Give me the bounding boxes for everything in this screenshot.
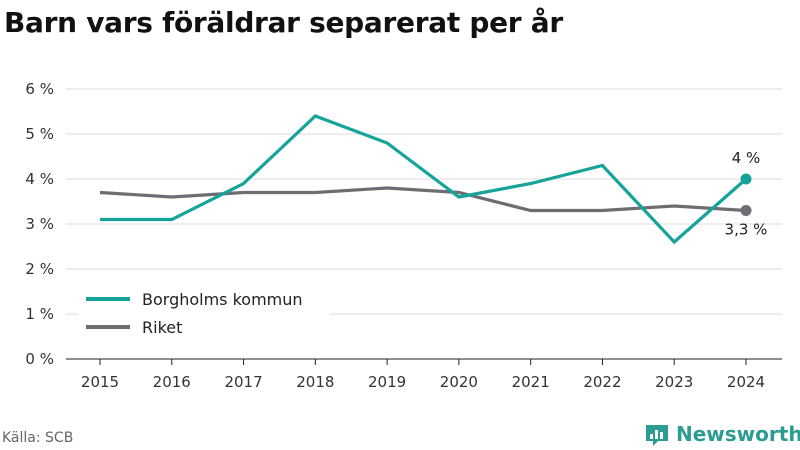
y-tick-label: 4 % xyxy=(25,170,54,188)
legend-label: Riket xyxy=(142,318,182,337)
y-tick-label: 1 % xyxy=(25,305,54,323)
x-tick-label: 2020 xyxy=(440,373,478,391)
gridlines xyxy=(66,88,782,315)
x-tick-label: 2021 xyxy=(512,373,550,391)
series-line xyxy=(100,114,748,245)
y-tick-label: 3 % xyxy=(25,215,54,233)
end-label: 4 % xyxy=(732,149,761,167)
x-axis: 2015 2016 2017 2018 2019 2020 2021 2022 2023 2024 xyxy=(66,358,782,391)
series-lines xyxy=(99,114,752,245)
x-tick-label: 2022 xyxy=(583,373,621,391)
y-axis: 0 % 1 % 2 % 3 % 4 % 5 % 6 % xyxy=(25,80,54,368)
x-tick-label: 2019 xyxy=(368,373,406,391)
x-tick-label: 2015 xyxy=(81,373,119,391)
brand: Newsworthy xyxy=(644,420,800,448)
legend-label: Borgholms kommun xyxy=(142,290,303,309)
x-tick-label: 2024 xyxy=(727,373,765,391)
series-line xyxy=(99,186,747,213)
legend-background xyxy=(78,283,330,343)
y-tick-label: 0 % xyxy=(25,350,54,368)
end-label: 3,3 % xyxy=(725,221,768,239)
x-tick-label: 2023 xyxy=(655,373,693,391)
series-end-point xyxy=(740,173,752,185)
brand-name: Newsworthy xyxy=(676,422,800,446)
legend: Borgholms kommun Riket xyxy=(78,283,330,343)
x-tick-label: 2018 xyxy=(296,373,334,391)
source-note: Källa: SCB xyxy=(2,430,74,446)
chart-title: Barn vars föräldrar separerat per år xyxy=(4,6,563,39)
series-end-point xyxy=(740,205,752,216)
newsworthy-logo-icon xyxy=(646,425,668,446)
x-tick-label: 2017 xyxy=(224,373,262,391)
end-labels: 4 % 3,3 % xyxy=(725,149,768,239)
y-tick-label: 6 % xyxy=(25,80,54,98)
x-tick-label: 2016 xyxy=(153,373,191,391)
y-tick-label: 5 % xyxy=(25,125,54,143)
y-tick-label: 2 % xyxy=(25,260,54,278)
